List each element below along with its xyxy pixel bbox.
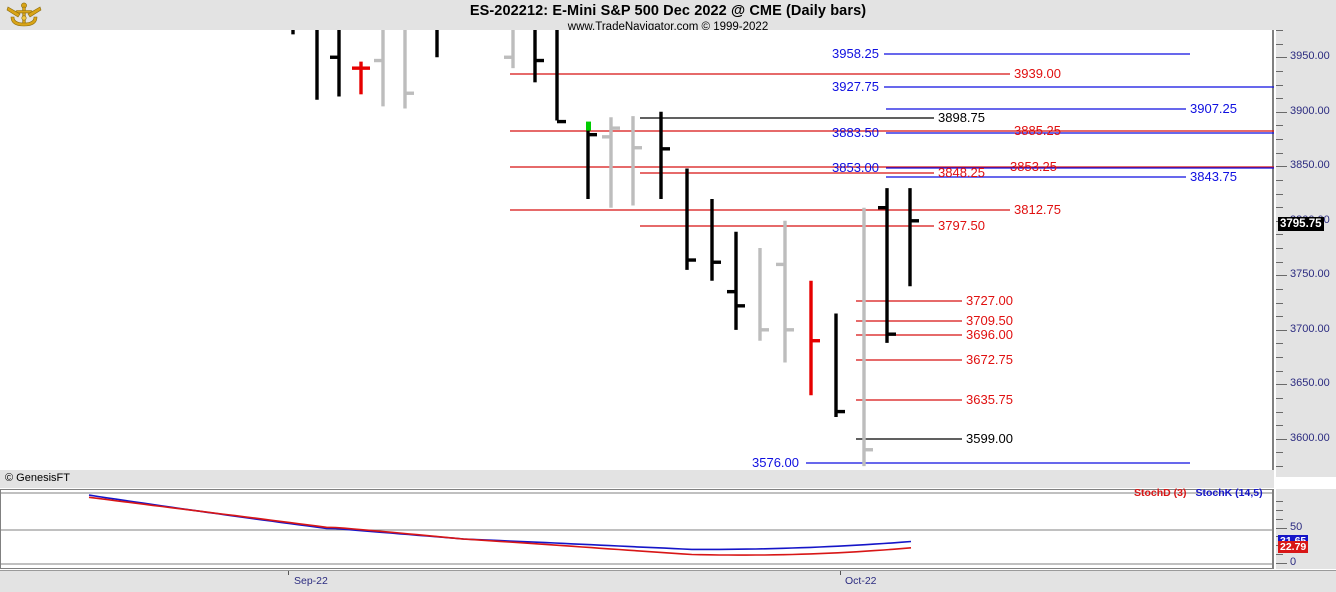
date-label-sep: Sep-22 [294, 575, 328, 587]
price-axis-major-tick [1276, 166, 1287, 168]
price-axis-minor-tick [1276, 466, 1283, 468]
price-axis-minor-tick [1276, 30, 1283, 31]
price-level-label: 3883.50 [832, 125, 879, 140]
price-level-label: 3599.00 [966, 431, 1013, 446]
price-axis-minor-tick [1276, 139, 1283, 141]
price-axis-minor-tick [1276, 302, 1283, 304]
price-axis-minor-tick [1276, 234, 1283, 236]
price-axis-tick-label: 3600.00 [1290, 431, 1330, 444]
stochastic-svg [1, 492, 1273, 565]
stochastic-axis-minor-tick [1276, 554, 1283, 556]
price-axis-minor-tick [1276, 411, 1283, 413]
price-axis-minor-tick [1276, 425, 1283, 427]
price-level-label: 3843.75 [1190, 169, 1237, 184]
price-axis-minor-tick [1276, 125, 1283, 127]
price-axis-minor-tick [1276, 70, 1283, 72]
price-chart-svg [291, 30, 1274, 467]
price-level-label: 3672.75 [966, 352, 1013, 367]
price-level-label: 3635.75 [966, 392, 1013, 407]
stochd-value-tag: 22.79 [1278, 540, 1309, 553]
last-price-tag: 3795.75 [1278, 217, 1324, 232]
price-axis-minor-tick [1276, 248, 1283, 250]
price-axis-tick-label: 3750.00 [1290, 268, 1330, 281]
price-level-label: 3696.00 [966, 327, 1013, 342]
price-axis-tick-label: 3900.00 [1290, 104, 1330, 117]
price-level-label: 3958.25 [832, 46, 879, 61]
price-axis-minor-tick [1276, 43, 1283, 45]
price-axis-minor-tick [1276, 261, 1283, 263]
stochastic-axis-tick [1276, 563, 1287, 564]
price-axis-major-tick [1276, 111, 1287, 113]
price-axis-minor-tick [1276, 193, 1283, 195]
price-axis-minor-tick [1276, 316, 1283, 318]
price-level-label: 3709.50 [966, 313, 1013, 328]
price-axis-minor-tick [1276, 452, 1283, 454]
date-tick-sep [288, 571, 289, 575]
swing-high-marker [586, 121, 591, 131]
price-axis-tick-label: 3650.00 [1290, 377, 1330, 390]
price-axis-minor-tick [1276, 397, 1283, 399]
price-chart-pane[interactable] [0, 30, 1274, 477]
stochastic-indicator-pane[interactable] [0, 489, 1274, 569]
copyright-text: © GenesisFT [5, 472, 70, 484]
price-level-label: 3576.00 [752, 455, 799, 470]
date-tick-oct [840, 571, 841, 575]
price-level-label: 3797.50 [938, 218, 985, 233]
price-level-label: 3885.25 [1014, 123, 1061, 138]
price-level-label: 3853.00 [832, 160, 879, 175]
price-axis-tick-label: 3950.00 [1290, 50, 1330, 63]
price-level-label: 3812.75 [1014, 202, 1061, 217]
price-axis-minor-tick [1276, 370, 1283, 372]
date-label-oct: Oct-22 [845, 575, 877, 587]
chart-header: ES-202212: E-Mini S&P 500 Dec 2022 @ CME… [0, 0, 1336, 33]
price-axis-minor-tick [1276, 152, 1283, 154]
date-axis[interactable]: Sep-22 Oct-22 [0, 570, 1336, 592]
price-axis-minor-tick [1276, 343, 1283, 345]
price-axis-minor-tick [1276, 98, 1283, 100]
stochd-line [88, 496, 912, 556]
price-level-label: 3939.00 [1014, 66, 1061, 81]
price-axis-minor-tick [1276, 179, 1283, 181]
price-level-label: 3907.25 [1190, 101, 1237, 116]
copyright-strip [0, 470, 1274, 488]
stochastic-axis-tick-label: 50 [1290, 520, 1303, 533]
price-axis-minor-tick [1276, 84, 1283, 86]
stochastic-axis-tick [1276, 527, 1287, 529]
price-axis-minor-tick [1276, 207, 1283, 209]
stochk-legend-label: StochK (14,5) [1195, 487, 1263, 499]
stochd-legend-label: StochD (3) [1134, 487, 1187, 499]
anchor-emblem-icon [4, 1, 44, 29]
stochastic-axis-minor-tick [1276, 500, 1283, 502]
price-axis-tick-label: 3700.00 [1290, 322, 1330, 335]
price-level-label: 3853.25 [1010, 159, 1057, 174]
price-level-label: 3727.00 [966, 293, 1013, 308]
price-axis-major-tick [1276, 57, 1287, 59]
price-axis-minor-tick [1276, 357, 1283, 359]
stochastic-axis-minor-tick [1276, 509, 1283, 511]
chart-title: ES-202212: E-Mini S&P 500 Dec 2022 @ CME… [469, 3, 867, 19]
price-axis-tick-label: 3850.00 [1290, 159, 1330, 172]
price-axis-minor-tick [1276, 288, 1283, 290]
stochastic-legend: StochD (3) StochK (14,5) [1134, 487, 1263, 499]
price-axis-major-tick [1276, 275, 1287, 277]
price-axis-major-tick [1276, 329, 1287, 331]
price-axis[interactable]: 3950.00 3900.00 3850.00 3750.00 3700.00 3650.… [1276, 30, 1336, 477]
price-level-label: 3927.75 [832, 79, 879, 94]
stochastic-axis[interactable]: 50 0 [1276, 489, 1336, 569]
stochastic-axis-tick-label: 0 [1290, 556, 1297, 568]
stochastic-axis-minor-tick [1276, 518, 1283, 520]
price-axis-major-tick [1276, 384, 1287, 386]
price-level-label: 3848.25 [938, 165, 985, 180]
price-axis-major-tick [1276, 438, 1287, 440]
price-level-label: 3898.75 [938, 110, 985, 125]
